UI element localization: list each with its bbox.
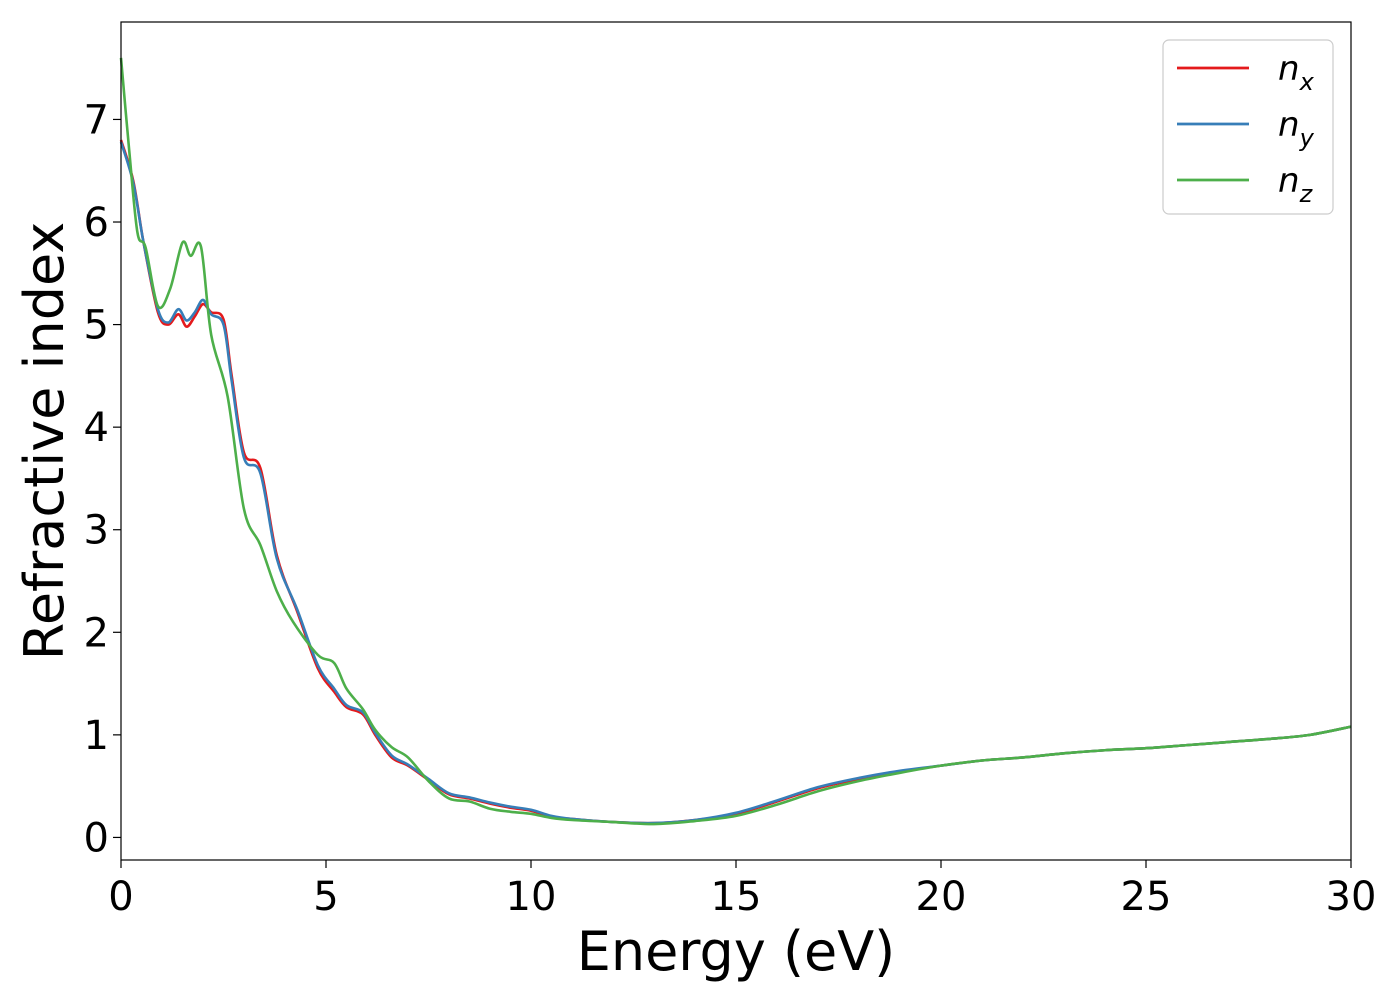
- x-tick-label: 5: [313, 874, 338, 920]
- y-tick-label: 0: [84, 815, 109, 861]
- x-tick-label: 0: [108, 874, 133, 920]
- legend-box: [1162, 39, 1334, 215]
- y-tick-label: 6: [84, 200, 109, 246]
- y-tick-label: 4: [84, 405, 109, 451]
- x-axis-label: Energy (eV): [577, 920, 896, 983]
- x-tick-label: 15: [711, 874, 762, 920]
- y-axis-ticks: 0 1 2 3 4 5 6 7: [84, 97, 121, 861]
- x-axis-ticks: 0 5 10 15 20 25 30: [108, 860, 1376, 920]
- series-line-nx: [119, 139, 1352, 825]
- series-line-ny: [119, 141, 1352, 825]
- y-tick-label: 1: [84, 713, 109, 759]
- x-tick-label: 20: [916, 874, 967, 920]
- x-tick-label: 25: [1121, 874, 1172, 920]
- x-tick-label: 30: [1326, 874, 1377, 920]
- y-tick-label: 2: [84, 610, 109, 656]
- x-tick-label: 10: [506, 874, 557, 920]
- y-tick-label: 5: [84, 303, 109, 349]
- y-axis-label: Refractive index: [13, 222, 76, 661]
- y-tick-label: 7: [84, 97, 109, 143]
- y-tick-label: 3: [84, 508, 109, 554]
- series-line-nz: [119, 57, 1352, 826]
- series-lines: [119, 57, 1352, 826]
